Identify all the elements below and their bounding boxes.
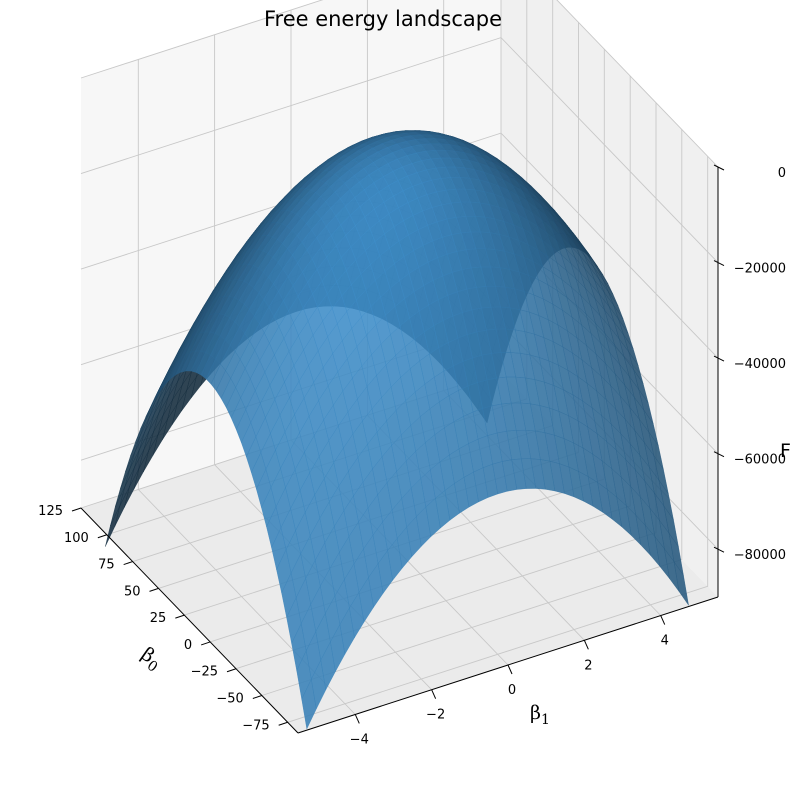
y-tick-label: 4 <box>661 634 669 649</box>
z-tick-label: −60000 <box>734 453 786 468</box>
x-tick <box>149 587 159 592</box>
z-tick-label: −20000 <box>734 262 786 277</box>
y-tick <box>354 714 360 724</box>
grid-line-z <box>80 0 719 168</box>
tick-marks <box>71 164 725 726</box>
z-tick <box>713 164 725 171</box>
z-tick-label: −40000 <box>734 357 786 372</box>
z-tick <box>713 355 725 362</box>
y-tick <box>431 689 437 699</box>
grid-line-y <box>137 59 356 715</box>
grid-line-x <box>287 156 709 723</box>
z-tick-labels: 0 −20000 −40000 −60000 −80000 <box>734 166 786 563</box>
x-tick <box>226 668 237 673</box>
z-tick <box>713 546 725 553</box>
y-tick-labels: −4 −2 0 2 4 <box>350 634 669 748</box>
x-tick-label: 50 <box>124 584 141 599</box>
x-tick <box>97 534 107 539</box>
x-tick <box>278 721 288 726</box>
x-tick-label: −75 <box>242 718 269 733</box>
z-tick <box>713 260 725 267</box>
y-tick-label: 0 <box>508 683 516 698</box>
x-tick-label: −50 <box>216 692 243 707</box>
z-tick-label: 0 <box>778 166 786 181</box>
x-tick <box>123 561 133 566</box>
y-axis-label: β1 <box>530 702 550 728</box>
x-tick-label: 25 <box>150 611 167 626</box>
grid-line-x <box>261 129 683 696</box>
y-tick <box>507 664 513 675</box>
x-tick-label: 125 <box>38 504 63 519</box>
x-tick <box>71 507 82 512</box>
surface-mesh <box>105 130 689 730</box>
y-tick <box>583 640 589 650</box>
surface-facet <box>301 678 317 730</box>
x-tick-label: −25 <box>191 665 218 680</box>
y-tick-label: 2 <box>584 658 592 673</box>
z-axis-label: F <box>780 440 791 462</box>
x-tick-label: 0 <box>184 638 192 653</box>
x-tick-label: 75 <box>98 558 115 573</box>
y-tick-label: −2 <box>426 708 445 723</box>
x-tick-label: 100 <box>64 531 89 546</box>
grid-line-z <box>80 132 719 359</box>
x-tick <box>175 614 185 619</box>
y-tick <box>660 615 666 625</box>
x-tick <box>252 695 262 699</box>
x-axis-label: β0 <box>135 643 166 676</box>
y-tick-label: −4 <box>350 732 369 747</box>
grid-line-z <box>80 37 719 263</box>
chart-title: Free energy landscape <box>264 7 502 31</box>
z-tick <box>713 451 725 458</box>
x-tick <box>201 641 211 646</box>
z-tick-label: −80000 <box>734 548 786 563</box>
